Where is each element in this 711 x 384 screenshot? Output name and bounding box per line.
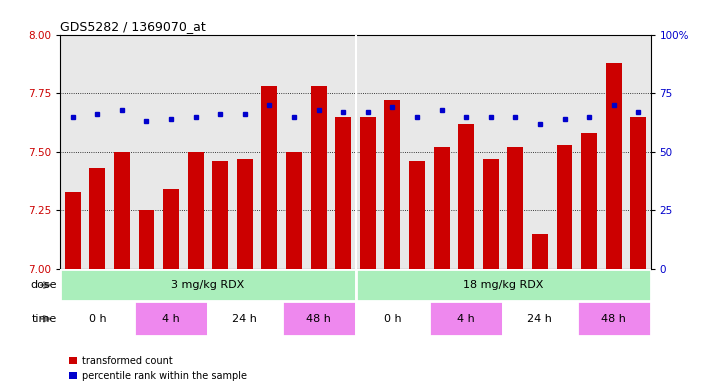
Bar: [208, 301, 282, 336]
Bar: [282, 301, 356, 336]
Bar: [134, 301, 208, 336]
Bar: [630, 116, 646, 269]
Bar: [577, 301, 651, 336]
Text: 4 h: 4 h: [457, 314, 475, 324]
Bar: [335, 116, 351, 269]
Text: 24 h: 24 h: [232, 314, 257, 324]
Bar: [356, 269, 651, 301]
Text: GDS5282 / 1369070_at: GDS5282 / 1369070_at: [60, 20, 206, 33]
Bar: [458, 124, 474, 269]
Text: 4 h: 4 h: [162, 314, 180, 324]
Bar: [483, 159, 498, 269]
Text: time: time: [31, 314, 57, 324]
Text: 18 mg/kg RDX: 18 mg/kg RDX: [463, 280, 543, 290]
Bar: [286, 152, 302, 269]
Bar: [114, 152, 130, 269]
Bar: [385, 100, 400, 269]
Bar: [90, 168, 105, 269]
Bar: [434, 147, 449, 269]
Text: 3 mg/kg RDX: 3 mg/kg RDX: [171, 280, 245, 290]
Bar: [356, 301, 429, 336]
Text: 0 h: 0 h: [383, 314, 401, 324]
Bar: [60, 269, 356, 301]
Bar: [429, 301, 503, 336]
Bar: [503, 301, 577, 336]
Bar: [188, 152, 203, 269]
Bar: [557, 145, 572, 269]
Bar: [581, 133, 597, 269]
Bar: [606, 63, 621, 269]
Text: dose: dose: [31, 280, 57, 290]
Bar: [65, 192, 81, 269]
Bar: [60, 301, 134, 336]
Bar: [139, 210, 154, 269]
Bar: [237, 159, 253, 269]
Legend: transformed count, percentile rank within the sample: transformed count, percentile rank withi…: [65, 352, 251, 384]
Bar: [163, 189, 179, 269]
Text: 48 h: 48 h: [306, 314, 331, 324]
Bar: [262, 86, 277, 269]
Bar: [532, 233, 548, 269]
Bar: [360, 116, 376, 269]
Bar: [311, 86, 326, 269]
Text: 24 h: 24 h: [528, 314, 552, 324]
Bar: [409, 161, 425, 269]
Bar: [213, 161, 228, 269]
Bar: [508, 147, 523, 269]
Text: 48 h: 48 h: [602, 314, 626, 324]
Text: 0 h: 0 h: [88, 314, 106, 324]
